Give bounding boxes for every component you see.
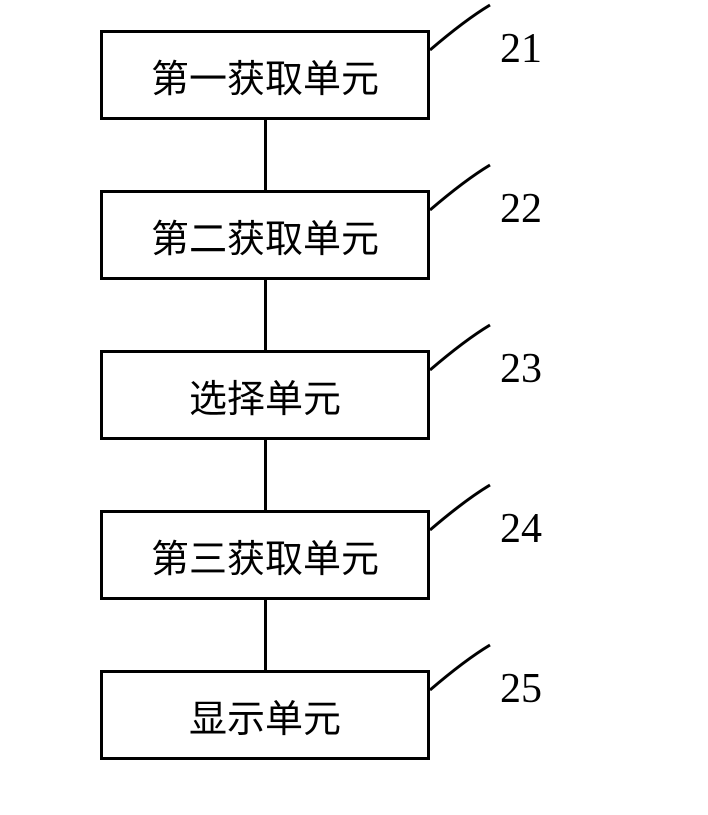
flowchart: 第一获取单元 21 第二获取单元 22 选择单元 23 第三获取单元 24 显示单元 25 bbox=[0, 0, 708, 815]
node-n1: 第一获取单元 bbox=[100, 30, 430, 120]
node-n3: 选择单元 bbox=[100, 350, 430, 440]
ref-label-21: 21 bbox=[500, 25, 542, 73]
edge-n1-n2 bbox=[264, 120, 267, 190]
ref-label-23: 23 bbox=[500, 345, 542, 393]
node-label: 选择单元 bbox=[189, 368, 341, 423]
node-n5: 显示单元 bbox=[100, 670, 430, 760]
node-n4: 第三获取单元 bbox=[100, 510, 430, 600]
edge-n3-n4 bbox=[264, 440, 267, 510]
node-label: 第一获取单元 bbox=[151, 48, 379, 103]
node-label: 显示单元 bbox=[189, 688, 341, 743]
edge-n4-n5 bbox=[264, 600, 267, 670]
node-label: 第三获取单元 bbox=[151, 528, 379, 583]
edge-n2-n3 bbox=[264, 280, 267, 350]
node-n2: 第二获取单元 bbox=[100, 190, 430, 280]
node-label: 第二获取单元 bbox=[151, 208, 379, 263]
ref-label-25: 25 bbox=[500, 665, 542, 713]
ref-label-22: 22 bbox=[500, 185, 542, 233]
ref-label-24: 24 bbox=[500, 505, 542, 553]
